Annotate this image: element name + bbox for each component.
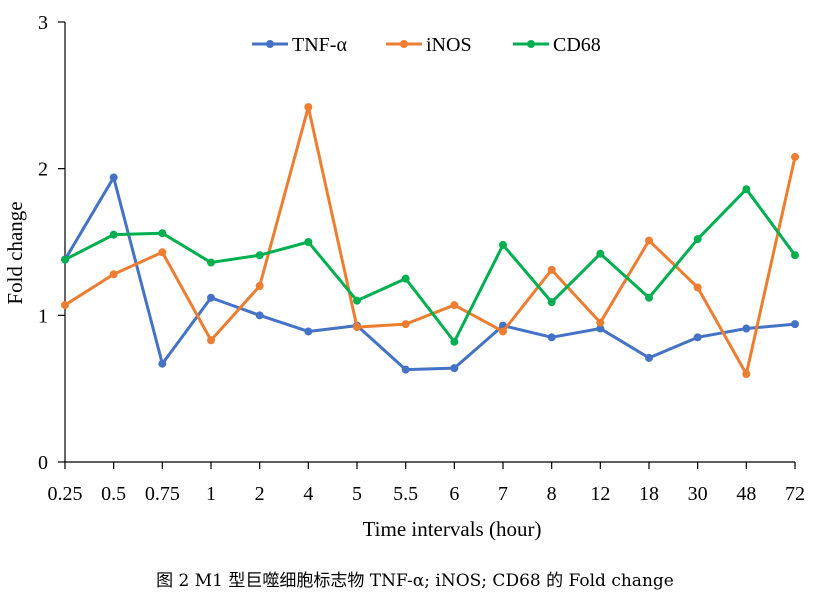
- x-tick-label: 1: [206, 483, 216, 505]
- data-point: [207, 293, 215, 302]
- axes: [58, 21, 796, 469]
- series-line: [64, 187, 797, 344]
- data-point: [255, 282, 264, 290]
- legend-item: TNF-α: [252, 34, 347, 56]
- data-point: [401, 274, 410, 283]
- data-point: [645, 236, 653, 245]
- series-layer: [61, 103, 799, 378]
- legend-label: iNOS: [426, 34, 472, 56]
- x-tick-label: 48: [736, 483, 756, 505]
- data-point: [791, 251, 799, 260]
- legend-marker: [400, 40, 408, 48]
- data-point: [109, 173, 118, 182]
- legend-item: CD68: [513, 34, 601, 56]
- data-point: [353, 296, 361, 305]
- legend-item: iNOS: [386, 34, 472, 56]
- x-tick-label: 12: [590, 483, 610, 505]
- data-point: [61, 301, 69, 310]
- data-point: [304, 327, 313, 336]
- data-point: [742, 324, 751, 333]
- data-point: [693, 235, 702, 244]
- y-tick-label: 1: [38, 305, 48, 327]
- x-tick-label: 0.25: [48, 483, 83, 505]
- series-TNF-α: [61, 173, 799, 374]
- y-tick-label: 0: [38, 452, 48, 474]
- data-point: [207, 336, 215, 345]
- data-point: [596, 318, 605, 327]
- figure-caption: 图 2 M1 型巨噬细胞标志物 TNF-α; iNOS; CD68 的 Fold…: [156, 571, 674, 591]
- data-point: [401, 365, 410, 374]
- data-point: [791, 152, 799, 161]
- x-tick-label: 8: [547, 483, 557, 505]
- x-axis-label: Time intervals (hour): [363, 517, 542, 541]
- data-point: [450, 364, 459, 373]
- y-axis-label: Fold change: [3, 201, 27, 304]
- data-point: [547, 298, 556, 307]
- data-point: [207, 258, 215, 267]
- data-point: [109, 270, 118, 279]
- legend-marker: [266, 40, 274, 48]
- x-tick-label: 2: [255, 483, 265, 505]
- data-point: [450, 337, 459, 346]
- data-point: [255, 251, 264, 260]
- legend-label: CD68: [553, 34, 601, 56]
- data-point: [109, 230, 118, 239]
- data-point: [255, 311, 264, 320]
- data-point: [693, 333, 702, 342]
- data-point: [742, 370, 751, 378]
- x-tick-label: 30: [688, 483, 708, 505]
- data-point: [547, 265, 556, 274]
- data-point: [158, 359, 167, 368]
- x-tick-label: 0.75: [145, 483, 180, 505]
- data-point: [304, 103, 313, 112]
- data-point: [499, 240, 507, 249]
- data-point: [742, 185, 751, 194]
- series-CD68: [61, 185, 799, 346]
- series-iNOS: [61, 103, 799, 378]
- series-line: [63, 175, 796, 372]
- series-line: [64, 105, 797, 376]
- y-tick-label: 2: [38, 159, 48, 181]
- legend-marker: [527, 40, 535, 48]
- legend-label: TNF-α: [292, 34, 347, 56]
- data-point: [401, 320, 410, 329]
- data-point: [791, 320, 799, 329]
- data-point: [693, 283, 702, 292]
- data-point: [158, 229, 167, 238]
- x-tick-label: 5.5: [393, 483, 418, 505]
- x-tick-label: 4: [303, 483, 313, 505]
- y-tick-label: 3: [38, 12, 48, 34]
- data-point: [499, 327, 507, 336]
- x-tick-label: 5: [352, 483, 362, 505]
- legend: TNF-α iNOS CD68: [252, 34, 601, 56]
- data-point: [304, 238, 313, 246]
- data-point: [61, 255, 69, 264]
- x-tick-label: 6: [449, 483, 459, 505]
- data-point: [450, 301, 459, 310]
- data-point: [645, 293, 653, 302]
- data-point: [596, 249, 605, 258]
- data-point: [645, 353, 653, 362]
- x-tick-label: 7: [498, 483, 508, 505]
- x-tick-label: 0.5: [101, 483, 126, 505]
- x-tick-label: 72: [785, 483, 805, 505]
- data-point: [158, 248, 167, 257]
- data-point: [547, 333, 556, 342]
- data-point: [596, 324, 605, 333]
- x-tick-label: 18: [639, 483, 659, 505]
- data-point: [353, 323, 361, 332]
